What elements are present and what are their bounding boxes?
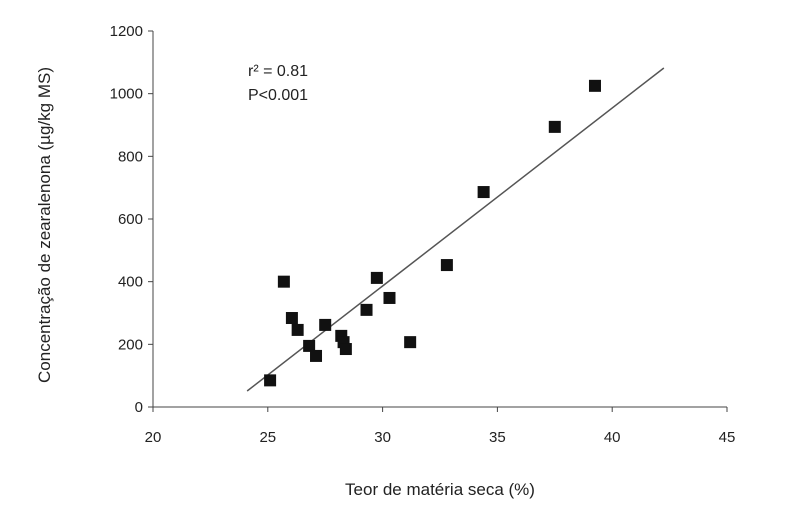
data-points [246, 67, 665, 392]
data-point [303, 339, 316, 352]
x-tick-label: 40 [604, 429, 621, 446]
data-point [285, 312, 298, 325]
data-point [370, 271, 383, 284]
tick-labels: 0 200 400 600 800 1000 1200 20 25 30 35 40 45 [110, 23, 736, 446]
x-axis-label: Teor de matéria seca (%) [345, 480, 535, 499]
y-tick-label: 1200 [110, 23, 143, 40]
data-point [383, 291, 396, 304]
data-point [588, 79, 601, 92]
annotation-r2: r² = 0.81 [248, 63, 308, 80]
data-point [291, 323, 304, 336]
data-point [339, 343, 352, 356]
x-tick-label: 35 [489, 429, 506, 446]
regression-line [246, 67, 665, 392]
y-tick-label: 0 [135, 399, 143, 416]
y-tick-label: 1000 [110, 86, 143, 103]
y-tick-label: 200 [118, 336, 143, 353]
data-point [277, 275, 290, 288]
data-point [477, 186, 490, 199]
axes [148, 30, 728, 412]
x-tick-label: 45 [719, 429, 736, 446]
data-point [440, 259, 453, 272]
data-point [404, 336, 417, 349]
data-point [360, 303, 373, 316]
x-tick-label: 30 [374, 429, 391, 446]
data-point [548, 120, 561, 133]
y-axis-label: Concentração de zearalenona (µg/kg MS) [35, 67, 54, 383]
x-tick-label: 25 [259, 429, 276, 446]
data-point [319, 318, 332, 331]
y-tick-label: 800 [118, 148, 143, 165]
data-point [264, 374, 277, 387]
data-point [310, 349, 323, 362]
y-tick-label: 400 [118, 274, 143, 291]
x-tick-label: 20 [145, 429, 162, 446]
y-tick-label: 600 [118, 211, 143, 228]
annotation-p: P<0.001 [248, 87, 308, 104]
